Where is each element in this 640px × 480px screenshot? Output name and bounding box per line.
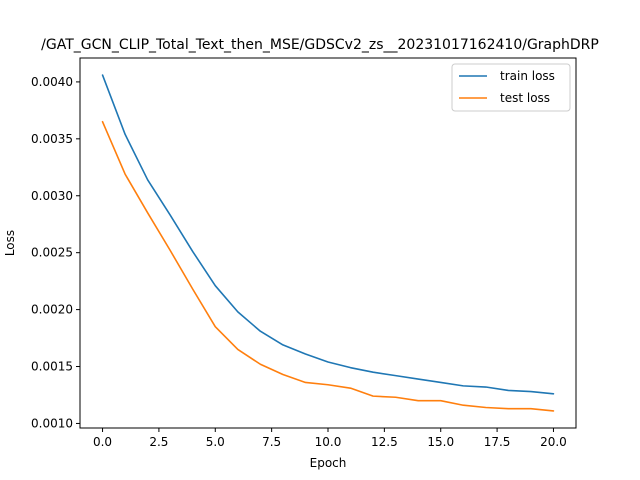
- x-axis-label: Epoch: [310, 456, 347, 470]
- chart-title: /GAT_GCN_CLIP_Total_Text_then_MSE/GDSCv2…: [41, 37, 599, 53]
- x-tick-label: 0.0: [93, 435, 112, 449]
- x-ticks: 0.0 2.5 5.0 7.5 10.0 12.5 15.0 17.5 20.0: [93, 428, 567, 449]
- x-tick-label: 5.0: [206, 435, 225, 449]
- y-tick-label: 0.0035: [31, 132, 73, 146]
- x-tick-label: 7.5: [262, 435, 281, 449]
- x-tick-label: 12.5: [371, 435, 398, 449]
- x-tick-label: 17.5: [484, 435, 511, 449]
- plot-area: [79, 57, 577, 429]
- x-tick-label: 10.0: [315, 435, 342, 449]
- y-tick-label: 0.0020: [31, 303, 73, 317]
- y-tick-label: 0.0040: [31, 75, 73, 89]
- y-tick-label: 0.0030: [31, 189, 73, 203]
- y-ticks: 0.0010 0.0015 0.0020 0.0025 0.0030 0.0035 0.00…: [31, 75, 80, 430]
- x-tick-label: 20.0: [540, 435, 567, 449]
- x-tick-label: 2.5: [149, 435, 168, 449]
- legend-label: train loss: [500, 69, 555, 83]
- series-layer: [101, 74, 555, 412]
- y-tick-label: 0.0015: [31, 360, 73, 374]
- axes-frame: [79, 57, 577, 429]
- y-axis-label: Loss: [3, 230, 17, 256]
- y-tick-label: 0.0010: [31, 416, 73, 430]
- legend: train loss test loss: [451, 63, 571, 112]
- x-tick-label: 15.0: [427, 435, 454, 449]
- legend-label: test loss: [500, 91, 550, 105]
- series-line-test-loss: [101, 120, 555, 412]
- y-tick-label: 0.0025: [31, 246, 73, 260]
- series-line-train-loss: [101, 74, 555, 395]
